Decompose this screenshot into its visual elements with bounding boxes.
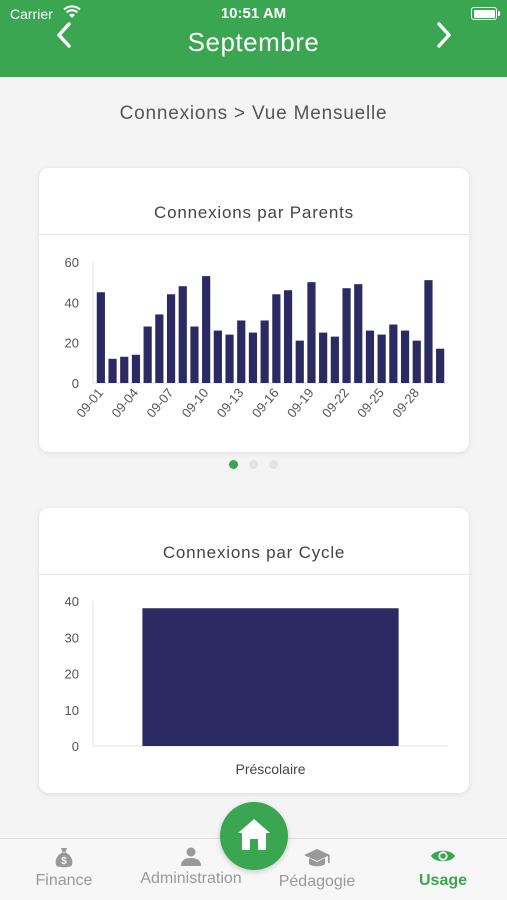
y-tick-label: 10 [65,703,79,718]
graduation-cap-icon [303,847,331,874]
chart-bar-09-08 [178,286,187,383]
y-tick-label: 20 [65,336,79,351]
app-header: Carrier 10:51 AM Septembre [0,0,507,77]
x-tick-label: Préscolaire [235,761,305,777]
chart-bar-Préscolaire [142,608,399,746]
chart-bar-09-11 [213,330,222,383]
y-tick-label: 20 [65,667,79,682]
tab-administration[interactable]: Administration [128,839,254,900]
page-dot-2[interactable] [249,460,258,469]
chart-bar-09-05 [143,326,152,383]
chart-bar-09-06 [155,314,164,383]
chart-bar-09-29 [424,280,433,383]
chart-bar-09-03 [120,356,129,383]
chart-bar-09-18 [295,340,304,383]
chevron-right-icon [437,22,451,48]
chevron-left-icon [57,22,71,48]
chart-bar-09-16 [272,294,281,383]
tab-finance[interactable]: $ Finance [24,839,104,900]
chart-bar-09-14 [248,332,258,383]
chart-bar-09-17 [283,290,293,383]
status-bar: Carrier 10:51 AM [0,0,507,26]
svg-text:$: $ [61,856,67,867]
chart-bar-09-13 [237,320,246,383]
chart-bar-09-20 [319,332,328,383]
chart-bar-09-28 [412,340,421,383]
chart-bar-09-30 [436,348,445,383]
eye-icon [430,847,456,870]
chart-bar-09-15 [260,320,269,383]
cycle-bar-chart: 0 10 20 30 40 Préscolaire [65,594,448,777]
y-tick-label: 0 [72,739,79,754]
previous-month-button[interactable] [50,18,80,52]
tab-administration-label: Administration [140,870,242,887]
chart-bar-09-26 [389,324,398,383]
x-tick-label: 09-10 [179,385,212,420]
parents-chart-title: Connexions par Parents [154,203,354,222]
x-tick-label: 09-04 [108,385,141,420]
y-tick-label: 30 [65,630,79,645]
next-month-button[interactable] [428,18,458,52]
tab-pedagogie[interactable]: Pédagogie [268,839,366,900]
chart-bar-09-10 [202,276,211,383]
x-tick-label: 09-22 [319,385,352,420]
month-title: Septembre [187,27,320,57]
home-button[interactable] [220,802,288,870]
x-tick-label: 09-25 [354,385,387,420]
user-icon [180,847,202,872]
x-tick-label: 09-07 [143,385,176,420]
chart-bar-09-21 [330,336,339,383]
tab-usage-label: Usage [418,872,468,889]
chart-bar-09-07 [166,294,176,383]
divider [39,574,469,575]
page-dot-3[interactable] [269,460,278,469]
x-tick-label: 09-16 [249,385,282,420]
chart-bar-09-23 [354,284,363,383]
chart-bar-09-27 [400,330,410,383]
x-tick-label: 09-28 [389,385,422,420]
home-icon [238,819,270,850]
chart-bar-09-19 [307,282,316,383]
y-tick-label: 0 [72,376,79,391]
x-tick-label: 09-13 [214,385,247,420]
cycle-chart-title: Connexions par Cycle [162,543,346,562]
page-dot-1[interactable] [229,460,238,469]
wifi-icon [63,5,81,22]
tab-pedagogie-label: Pédagogie [278,873,356,890]
x-tick-label: 09-19 [284,385,317,420]
page-indicator [229,460,279,470]
money-bag-icon: $ [54,847,74,874]
battery-icon [471,7,500,20]
parents-chart-card[interactable]: Connexions par Parents 0 20 40 60 09-01 09-04… [39,168,469,452]
tab-finance-label: Finance [35,872,93,889]
y-tick-label: 40 [65,295,79,310]
clock-label: 10:51 AM [220,5,287,22]
y-tick-label: 60 [65,255,79,270]
chart-bar-09-04 [131,354,141,383]
carrier-label: Carrier [10,6,53,22]
chart-bar-09-01 [96,292,105,383]
y-tick-label: 40 [65,594,79,609]
tab-usage[interactable]: Usage [408,839,478,900]
chart-bar-09-12 [225,334,234,383]
divider [39,234,469,235]
cycle-chart-card[interactable]: Connexions par Cycle 0 10 20 30 40 Préscolair… [39,508,469,793]
page-breadcrumb: Connexions > Vue Mensuelle [119,103,388,124]
chart-bar-09-09 [190,326,199,383]
chart-bar-09-22 [342,288,351,383]
chart-bar-09-24 [365,330,375,383]
chart-bar-09-25 [377,334,386,383]
chart-bar-09-02 [108,358,117,383]
